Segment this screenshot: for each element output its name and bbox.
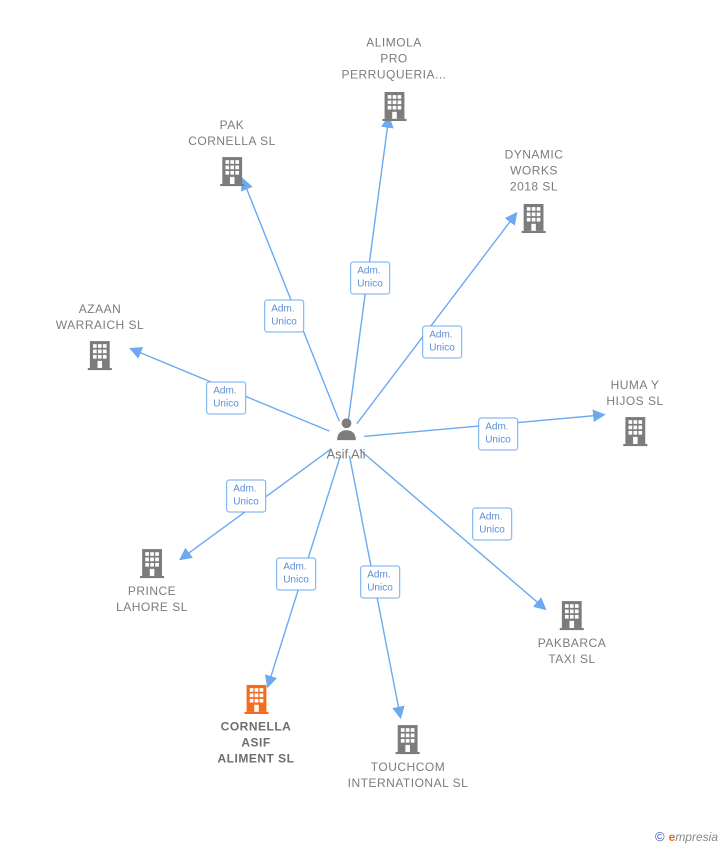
building-icon: [555, 597, 589, 631]
company-label: DYNAMIC WORKS 2018 SL: [505, 147, 564, 196]
edge-label: Adm. Unico: [472, 508, 512, 541]
company-label: PAK CORNELLA SL: [188, 117, 276, 149]
building-icon: [239, 681, 273, 715]
company-node[interactable]: CORNELLA ASIF ALIMENT SL: [218, 681, 295, 768]
footer: © empresia: [655, 829, 718, 844]
brand-name: empresia: [669, 830, 718, 844]
company-label: HUMA Y HIJOS SL: [606, 377, 663, 409]
edge-label: Adm. Unico: [226, 480, 266, 513]
edge-label: Adm. Unico: [360, 566, 400, 599]
person-icon: [332, 415, 360, 443]
company-label: PRINCE LAHORE SL: [116, 583, 188, 615]
edge-label: Adm. Unico: [276, 558, 316, 591]
building-icon: [135, 545, 169, 579]
company-label: PAKBARCA TAXI SL: [538, 635, 606, 667]
company-node[interactable]: PAK CORNELLA SL: [188, 117, 276, 187]
copyright-symbol: ©: [655, 829, 665, 844]
edge-label: Adm. Unico: [422, 326, 462, 359]
edge-label: Adm. Unico: [350, 262, 390, 295]
company-node[interactable]: AZAAN WARRAICH SL: [56, 301, 144, 371]
company-node[interactable]: TOUCHCOM INTERNATIONAL SL: [348, 721, 469, 791]
diagram-canvas: Asif Ali ALIMOLA PRO PERRUQUERIA... PAK C…: [0, 0, 728, 850]
edge-label: Adm. Unico: [478, 418, 518, 451]
company-label: CORNELLA ASIF ALIMENT SL: [218, 719, 295, 768]
building-icon: [215, 153, 249, 187]
edge-label: Adm. Unico: [264, 300, 304, 333]
company-label: ALIMOLA PRO PERRUQUERIA...: [341, 35, 446, 84]
building-icon: [377, 87, 411, 121]
building-icon: [83, 337, 117, 371]
edge-label: Adm. Unico: [206, 382, 246, 415]
building-icon: [618, 413, 652, 447]
company-node[interactable]: PRINCE LAHORE SL: [116, 545, 188, 615]
company-label: AZAAN WARRAICH SL: [56, 301, 144, 333]
company-label: TOUCHCOM INTERNATIONAL SL: [348, 759, 469, 791]
building-icon: [391, 721, 425, 755]
company-node[interactable]: HUMA Y HIJOS SL: [606, 377, 663, 447]
company-node[interactable]: DYNAMIC WORKS 2018 SL: [505, 147, 564, 234]
center-label: Asif Ali: [326, 447, 365, 462]
company-node[interactable]: PAKBARCA TAXI SL: [538, 597, 606, 667]
company-node[interactable]: ALIMOLA PRO PERRUQUERIA...: [341, 35, 446, 122]
building-icon: [517, 199, 551, 233]
center-node[interactable]: Asif Ali: [326, 415, 365, 462]
edge-line: [357, 214, 516, 424]
